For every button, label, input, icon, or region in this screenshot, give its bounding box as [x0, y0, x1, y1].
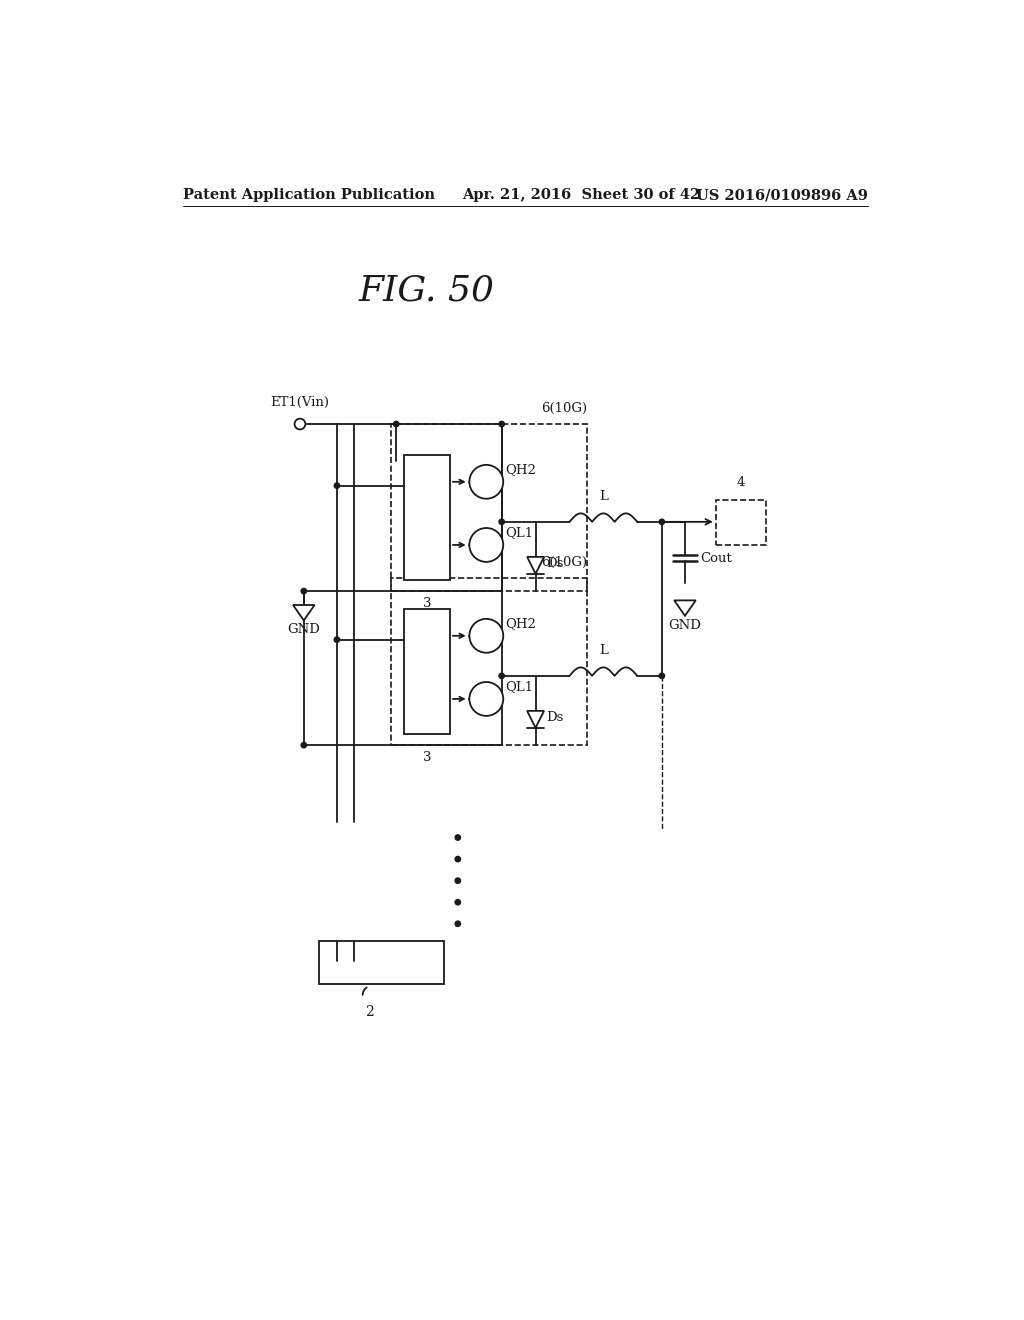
Text: Ds: Ds: [547, 711, 564, 725]
Circle shape: [334, 638, 340, 643]
Text: Ds: Ds: [547, 557, 564, 570]
Circle shape: [334, 483, 340, 488]
Circle shape: [469, 528, 503, 562]
Circle shape: [499, 519, 505, 524]
Text: ET1(Vin): ET1(Vin): [270, 396, 330, 409]
Circle shape: [301, 742, 306, 748]
Circle shape: [455, 834, 461, 841]
Text: Patent Application Publication: Patent Application Publication: [183, 189, 435, 202]
Circle shape: [393, 421, 399, 426]
Circle shape: [301, 589, 306, 594]
Circle shape: [455, 857, 461, 862]
Polygon shape: [527, 557, 544, 574]
Circle shape: [455, 878, 461, 883]
Text: 3: 3: [423, 598, 431, 610]
Text: 3: 3: [423, 751, 431, 764]
Polygon shape: [674, 601, 695, 615]
Bar: [403, 455, 451, 579]
Text: 4: 4: [736, 477, 745, 490]
Circle shape: [469, 682, 503, 715]
Text: 2: 2: [365, 1006, 374, 1019]
Text: L: L: [599, 644, 608, 657]
Text: QL1: QL1: [506, 680, 534, 693]
Text: L: L: [599, 490, 608, 503]
Circle shape: [659, 673, 665, 678]
Text: Apr. 21, 2016  Sheet 30 of 42: Apr. 21, 2016 Sheet 30 of 42: [462, 189, 700, 202]
Text: QL1: QL1: [506, 525, 534, 539]
Bar: [716, 500, 766, 545]
Bar: [391, 578, 587, 744]
Circle shape: [295, 418, 305, 429]
Text: GND: GND: [288, 623, 321, 636]
Text: 6(10G): 6(10G): [541, 401, 587, 414]
Text: QH2: QH2: [506, 616, 537, 630]
Circle shape: [455, 921, 461, 927]
Bar: [403, 609, 451, 734]
Bar: [319, 941, 444, 983]
Text: US 2016/0109896 A9: US 2016/0109896 A9: [696, 189, 868, 202]
Circle shape: [455, 899, 461, 906]
Bar: [391, 424, 587, 591]
Text: FIG. 50: FIG. 50: [359, 273, 495, 308]
Circle shape: [659, 519, 665, 524]
Text: QH2: QH2: [506, 462, 537, 475]
Circle shape: [469, 465, 503, 499]
Polygon shape: [293, 605, 314, 620]
Circle shape: [469, 619, 503, 653]
Text: 6(10G): 6(10G): [541, 556, 587, 569]
Text: GND: GND: [669, 619, 701, 632]
Text: Cout: Cout: [700, 552, 732, 565]
Circle shape: [499, 421, 505, 426]
Polygon shape: [527, 711, 544, 727]
Circle shape: [499, 673, 505, 678]
